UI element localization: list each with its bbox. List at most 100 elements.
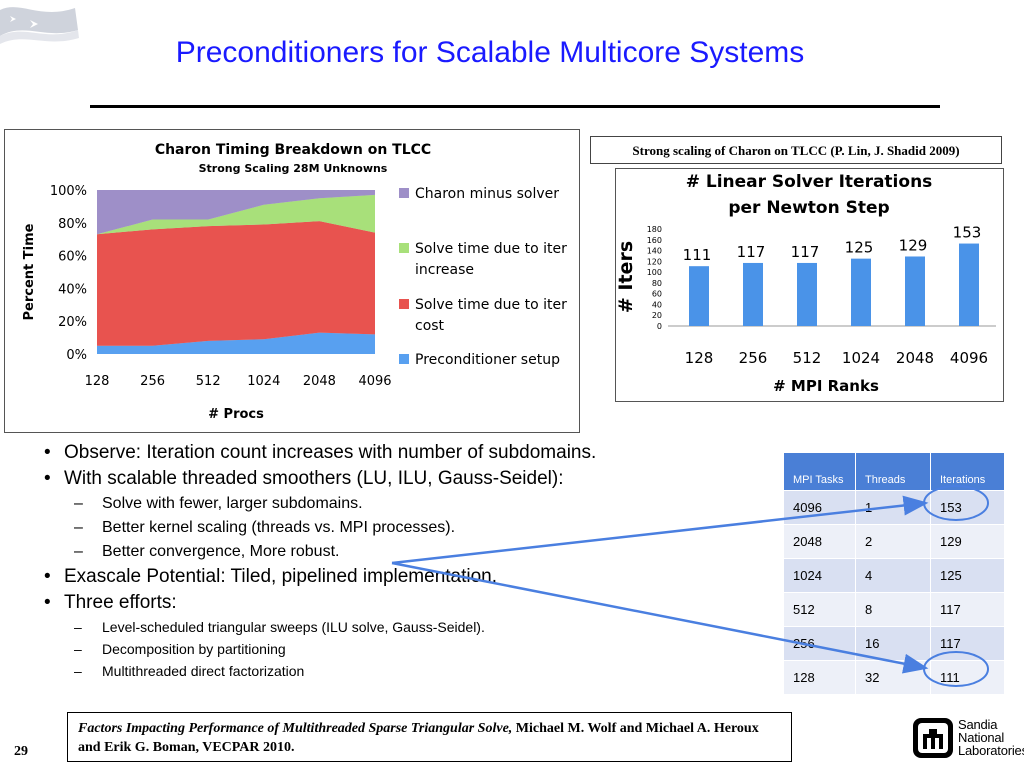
reference-title: Factors Impacting Performance of Multith… (78, 721, 513, 736)
cell-threads: 8 (855, 592, 931, 627)
bar-x-tick-label: 2048 (896, 349, 934, 367)
bar-x-tick-label: 256 (739, 349, 768, 367)
y-axis-label: Percent Time (22, 223, 37, 320)
bullet-item: Multithreaded direct factorization (44, 660, 744, 682)
bar-value-label: 117 (791, 243, 820, 261)
chart-title: Charon Timing Breakdown on TLCC (155, 142, 431, 158)
cell-iterations: 153 (930, 490, 1005, 525)
cell-mpi-tasks: 128 (783, 660, 856, 695)
bar-y-tick-label: 180 (647, 225, 662, 234)
y-tick-label: 0% (66, 348, 87, 363)
cell-threads: 32 (855, 660, 931, 695)
legend-entry: Charon minus solver (415, 186, 559, 202)
cell-threads: 16 (855, 626, 931, 661)
bar-y-tick-label: 40 (652, 300, 662, 309)
cell-iterations: 117 (930, 626, 1005, 661)
mpi-threads-table: MPI Tasks Threads Iterations 4096 1 153 204… (783, 452, 1005, 695)
area-series-0 (97, 332, 375, 354)
cell-threads: 4 (855, 558, 931, 593)
x-tick-label: 1024 (247, 374, 280, 389)
x-tick-label: 2048 (303, 374, 336, 389)
bar-512 (797, 262, 817, 326)
timing-breakdown-svg: Charon Timing Breakdown on TLCC Strong Sc… (22, 142, 567, 422)
cell-iterations: 111 (930, 660, 1005, 695)
legend-swatch (399, 354, 409, 364)
bar-value-label: 111 (683, 246, 712, 264)
bar-y-tick-label: 120 (647, 257, 662, 266)
timing-breakdown-chart: Charon Timing Breakdown on TLCC Strong Sc… (4, 129, 580, 433)
bar-y-tick-label: 160 (647, 236, 662, 245)
area-series-1 (97, 221, 375, 346)
bar-x-tick-label: 1024 (842, 349, 880, 367)
bar-title-line-2: per Newton Step (728, 198, 889, 218)
bar-x-tick-label: 512 (793, 349, 822, 367)
cell-iterations: 117 (930, 592, 1005, 627)
x-tick-label: 256 (140, 374, 165, 389)
bar-2048 (905, 256, 925, 326)
bar-1024 (851, 258, 871, 326)
bullet-item: Solve with fewer, larger subdomains. (44, 492, 744, 516)
reference-citation: Factors Impacting Performance of Multith… (67, 712, 792, 762)
cell-mpi-tasks: 256 (783, 626, 856, 661)
y-tick-label: 80% (58, 217, 87, 232)
cell-mpi-tasks: 512 (783, 592, 856, 627)
bar-y-tick-label: 80 (652, 279, 662, 288)
iterations-bar-chart: # Linear Solver Iterations per Newton Ste… (615, 168, 1004, 402)
legend-entry: Solve time due to iter cost (415, 297, 567, 334)
bar-256 (743, 262, 763, 326)
cell-mpi-tasks: 1024 (783, 558, 856, 593)
bar-value-label: 125 (845, 239, 874, 257)
cell-iterations: 129 (930, 524, 1005, 559)
bullet-item: Better convergence, More robust. (44, 540, 744, 564)
table-header-row: MPI Tasks Threads Iterations (783, 452, 1005, 491)
logo-line-2: National (958, 730, 1005, 745)
y-tick-label: 20% (58, 315, 87, 330)
iterations-bar-svg: # Linear Solver Iterations per Newton Ste… (615, 172, 996, 395)
bullet-item: Observe: Iteration count increases with … (44, 440, 744, 466)
table-row: 4096 1 153 (783, 490, 1005, 525)
bullet-item: With scalable threaded smoothers (LU, IL… (44, 466, 744, 492)
x-tick-label: 128 (85, 374, 110, 389)
y-tick-label: 100% (50, 184, 87, 199)
sandia-logo-text: Sandia National Laboratories (958, 718, 1024, 757)
bar-y-tick-label: 100 (647, 268, 662, 277)
cell-threads: 2 (855, 524, 931, 559)
legend-swatch (399, 188, 409, 198)
bar-value-label: 117 (737, 243, 766, 261)
bar-x-tick-label: 128 (685, 349, 714, 367)
bullet-item: Better kernel scaling (threads vs. MPI p… (44, 516, 744, 540)
bar-4096 (959, 243, 979, 326)
bar-value-label: 129 (899, 236, 928, 254)
bar-y-tick-label: 60 (652, 290, 662, 299)
bar-title-line-1: # Linear Solver Iterations (686, 172, 933, 192)
y-tick-label: 40% (58, 282, 87, 297)
bar-y-tick-label: 0 (657, 322, 662, 331)
sandia-logo-icon (913, 718, 953, 758)
legend-swatch (399, 299, 409, 309)
table-row: 256 16 117 (783, 626, 1005, 661)
table-row: 128 32 111 (783, 660, 1005, 695)
cell-mpi-tasks: 4096 (783, 490, 856, 525)
logo-line-3: Laboratories (958, 743, 1024, 758)
area-series-3 (97, 190, 375, 235)
y-tick-label: 60% (58, 250, 87, 265)
reference-authors: Michael M. Wolf and Michael A. Heroux an… (78, 721, 759, 755)
flag-decoration (0, 7, 79, 44)
bullet-item: Exascale Potential: Tiled, pipelined imp… (44, 564, 744, 590)
x-axis-label: # Procs (208, 407, 264, 422)
legend-entry: Solve time due to iter increase (415, 241, 567, 278)
legend-swatch (399, 243, 409, 253)
legend-entry: Preconditioner setup (415, 352, 560, 368)
page-number: 29 (14, 744, 28, 759)
header-threads: Threads (855, 452, 931, 491)
bar-x-tick-label: 4096 (950, 349, 988, 367)
bullet-item: Level-scheduled triangular sweeps (ILU s… (44, 616, 744, 638)
cell-mpi-tasks: 2048 (783, 524, 856, 559)
bullet-item: Three efforts: (44, 590, 744, 616)
area-series-2 (97, 194, 375, 235)
bullet-item: Decomposition by partitioning (44, 638, 744, 660)
header-iterations: Iterations (930, 452, 1005, 491)
title-rule (90, 105, 940, 108)
strong-scaling-caption: Strong scaling of Charon on TLCC (P. Lin… (590, 136, 1002, 164)
table-row: 1024 4 125 (783, 558, 1005, 593)
